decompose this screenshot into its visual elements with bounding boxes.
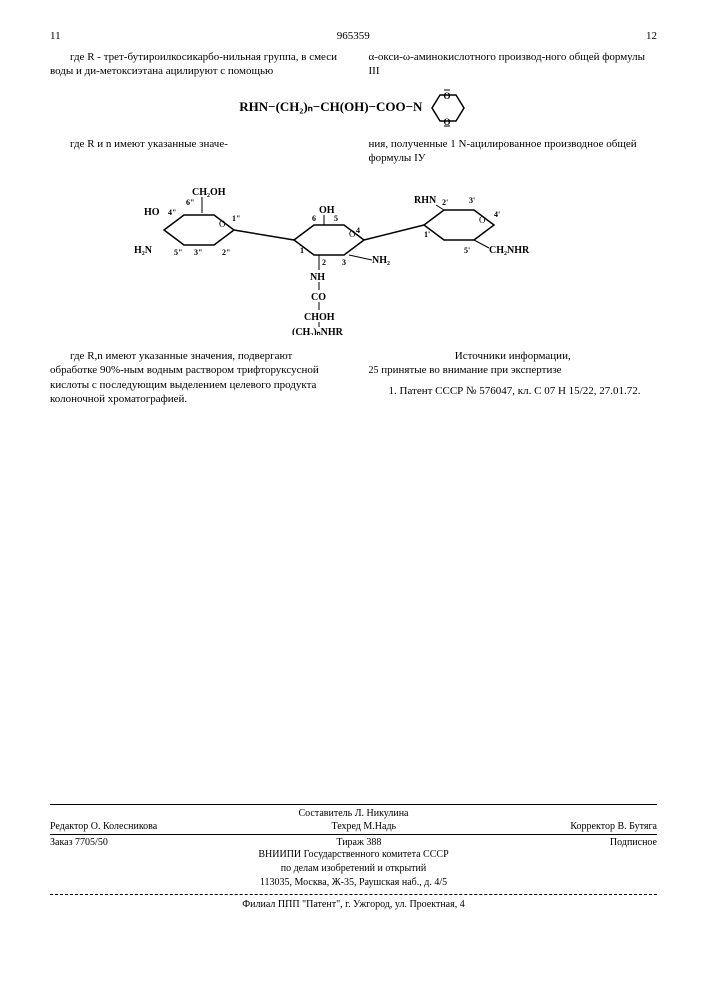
svg-text:CH₂NHR: CH₂NHR bbox=[489, 245, 530, 256]
svg-text:3: 3 bbox=[342, 258, 346, 267]
corrector: Корректор В. Бутяга bbox=[570, 821, 657, 832]
col-left-2: где R и n имеют указанные значе- bbox=[50, 137, 339, 166]
col-right-3: Источники информации, 25 принятые во вни… bbox=[369, 349, 658, 406]
left-page-num: 11 bbox=[50, 30, 61, 42]
svg-text:2: 2 bbox=[322, 258, 326, 267]
svg-text:1': 1' bbox=[424, 230, 430, 239]
svg-text:O: O bbox=[219, 219, 226, 229]
svg-text:2": 2" bbox=[222, 248, 230, 257]
svg-text:(CH₂)ₙNHR: (CH₂)ₙNHR bbox=[292, 327, 344, 335]
branch: Филиал ППП "Патент", г. Ужгород, ул. Про… bbox=[50, 894, 657, 910]
credits-row: Редактор О. Колесникова Техред М.Надь Ко… bbox=[50, 821, 657, 832]
sources-title: Источники информации, bbox=[369, 349, 658, 363]
col-right-2: ния, полученные 1 N-ацилированное произв… bbox=[369, 137, 658, 166]
page-header: 11 965359 12 bbox=[50, 30, 657, 42]
svg-text:4": 4" bbox=[168, 208, 176, 217]
col-left-3: где R,n имеют указанные значения, подвер… bbox=[50, 349, 339, 406]
org1: ВНИИПИ Государственного комитета СССР bbox=[50, 848, 657, 862]
succinimide-ring-icon: O O bbox=[426, 87, 468, 129]
svg-text:CHOH: CHOH bbox=[304, 312, 335, 323]
aminoglycoside-structure-icon: O O O HO CH₂OH H₂N 6" 4" 5" 3" 2" 1" OH … bbox=[124, 175, 584, 335]
formula-4-structure: O O O HO CH₂OH H₂N 6" 4" 5" 3" 2" 1" OH … bbox=[50, 175, 657, 339]
svg-text:OH: OH bbox=[319, 205, 335, 216]
text-block-1: где R - трет-бутироилкосикарбо-нильная г… bbox=[50, 50, 657, 79]
col-left-1: где R - трет-бутироилкосикарбо-нильная г… bbox=[50, 50, 339, 79]
svg-text:H₂N: H₂N bbox=[134, 245, 153, 256]
org2: по делам изобретений и открытий bbox=[50, 862, 657, 876]
footer-block: Составитель Л. Никулина Редактор О. Коле… bbox=[50, 802, 657, 910]
svg-text:1": 1" bbox=[232, 214, 240, 223]
col-right-1: α-окси-ω-аминокислотного производ-ного о… bbox=[369, 50, 658, 79]
svg-text:6": 6" bbox=[186, 198, 194, 207]
svg-text:HO: HO bbox=[144, 207, 160, 218]
compiler-line: Составитель Л. Никулина bbox=[50, 807, 657, 821]
svg-text:CO: CO bbox=[311, 292, 326, 303]
svg-text:O: O bbox=[349, 229, 356, 239]
svg-text:5": 5" bbox=[174, 248, 182, 257]
editor: Редактор О. Колесникова bbox=[50, 821, 157, 832]
line-marker-25: 25 bbox=[369, 365, 379, 376]
right-page-num: 12 bbox=[646, 30, 657, 42]
order-row: Заказ 7705/50 Тираж 388 Подписное bbox=[50, 837, 657, 848]
formula-3: RHN−(CH₂)ₙ−CH(OH)−COO−N O O bbox=[50, 87, 657, 129]
svg-text:CH₂OH: CH₂OH bbox=[192, 187, 226, 198]
text-block-3: где R,n имеют указанные значения, подвер… bbox=[50, 349, 657, 406]
sources-line: 25 принятые во внимание при экспертизе bbox=[369, 363, 658, 377]
svg-text:4: 4 bbox=[356, 226, 360, 235]
svg-text:1: 1 bbox=[300, 246, 304, 255]
svg-text:3': 3' bbox=[469, 196, 475, 205]
subscription: Подписное bbox=[610, 837, 657, 848]
svg-text:NH: NH bbox=[310, 272, 325, 283]
svg-text:5': 5' bbox=[464, 246, 470, 255]
order-num: Заказ 7705/50 bbox=[50, 837, 108, 848]
formula-3-text: RHN−(CH₂)ₙ−CH(OH)−COO−N bbox=[239, 99, 422, 114]
text-block-2: где R и n имеют указанные значе- ния, по… bbox=[50, 137, 657, 166]
addr: 113035, Москва, Ж-35, Раушская наб., д. … bbox=[50, 876, 657, 890]
svg-text:NH₂: NH₂ bbox=[372, 255, 390, 266]
tirazh: Тираж 388 bbox=[336, 837, 381, 848]
svg-text:6: 6 bbox=[312, 214, 316, 223]
svg-text:O: O bbox=[479, 215, 486, 225]
svg-text:2': 2' bbox=[442, 198, 448, 207]
svg-text:4': 4' bbox=[494, 210, 500, 219]
doc-number: 965359 bbox=[337, 30, 370, 42]
svg-text:RHN: RHN bbox=[414, 195, 437, 206]
svg-text:O: O bbox=[443, 91, 450, 101]
svg-text:3": 3" bbox=[194, 248, 202, 257]
svg-text:5: 5 bbox=[334, 214, 338, 223]
source-1: 1. Патент СССР № 576047, кл. C 07 H 15/2… bbox=[369, 384, 658, 398]
techred: Техред М.Надь bbox=[331, 821, 396, 832]
